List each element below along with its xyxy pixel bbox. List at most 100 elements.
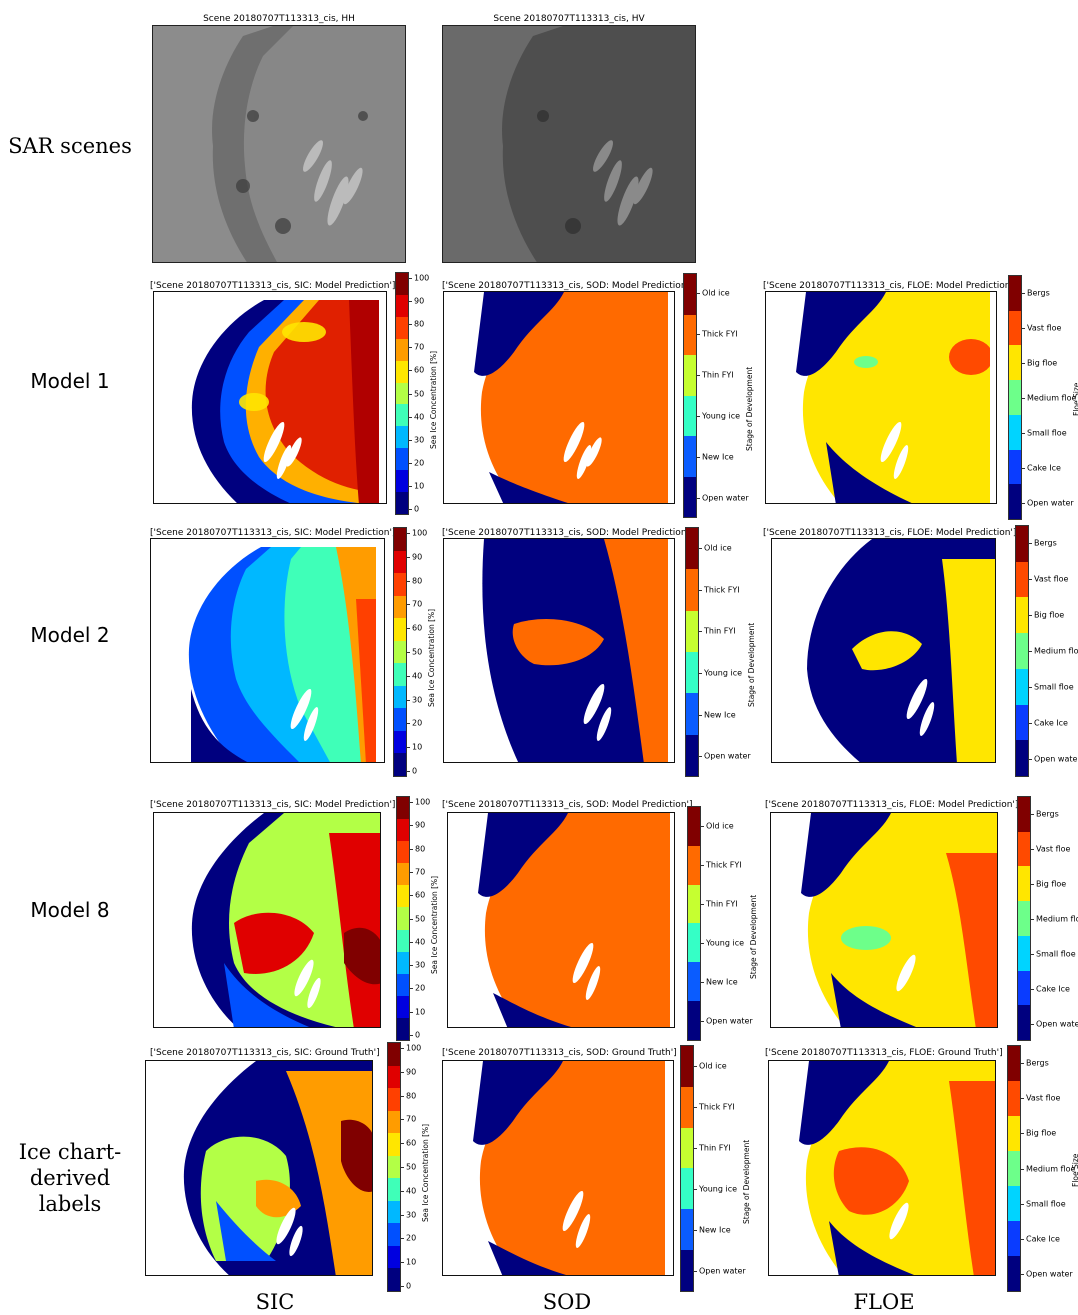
colorbar-segment [394,730,406,754]
colorbar-segment [1008,1081,1020,1116]
colorbar-tick-label: 90 [415,820,426,830]
colorbar-segment [1018,1005,1030,1041]
colorbar-tick-label: 80 [412,576,423,586]
model-8-sod-title: ['Scene 20180707T113313_cis, SOD: Model … [442,800,693,810]
colorbar-tick [699,715,702,716]
colorbar-tick-label: New Ice [706,977,738,987]
colorbar-segment [1008,1221,1020,1256]
colorbar-tick [699,548,702,549]
model-2-floe-map [771,538,996,763]
colorbar-segment [396,426,408,449]
colorbar-tick [1022,503,1025,504]
colorbar-tick [409,486,412,487]
colorbar-tick-label: Open water [706,1016,753,1026]
colorbar-tick [409,509,412,510]
colorbar-tick [1031,989,1034,990]
gt-floe-title: ['Scene 20180707T113313_cis, FLOE: Groun… [765,1048,1003,1058]
colorbar-segment [688,845,700,885]
colorbar-segment [1018,831,1030,867]
colorbar-segment [388,1245,400,1269]
colorbar-segment [396,448,408,471]
colorbar-tick [701,1021,704,1022]
colorbar-tick-label: Small floe [1026,1199,1066,1209]
colorbar-tick-label: 0 [406,1281,412,1291]
colorbar-tick-label: Big floe [1026,1128,1057,1138]
colorbar-tick [1031,849,1034,850]
colorbar-segment [688,807,700,846]
colorbar-tick-label: Bergs [1036,809,1059,818]
floe-colorbar [1015,525,1029,777]
colorbar-tick [1021,1133,1024,1134]
colorbar-tick [701,826,704,827]
colorbar-tick-label: 40 [412,671,423,681]
colorbar-segment [684,395,696,436]
colorbar-title: Floe Size [1071,1153,1078,1187]
colorbar-segment [1016,633,1028,669]
model-1-sic-title: ['Scene 20180707T113313_cis, SIC: Model … [150,281,396,291]
colorbar-segment [1018,797,1030,832]
column-label-sic: SIC [255,1290,295,1314]
colorbar-tick [1021,1239,1024,1240]
colorbar-segment [686,693,698,735]
colorbar-segment [397,929,409,952]
gt-floe-map [768,1060,996,1276]
colorbar-tick [694,1066,697,1067]
colorbar-tick-label: 40 [414,412,425,422]
colorbar-tick [401,1191,404,1192]
colorbar-tick [1029,759,1032,760]
colorbar-tick-label: Cake Ice [1036,984,1070,993]
colorbar-title: Sea Ice Concentration [%] [427,608,436,707]
colorbar-tick-label: 10 [414,481,425,491]
colorbar-tick-label: 20 [414,458,425,468]
colorbar-segment [1009,414,1021,450]
colorbar-tick [407,676,410,677]
colorbar-tick [410,1035,413,1036]
colorbar-tick [1021,1063,1024,1064]
sic-colorbar [395,272,409,515]
colorbar-tick-label: Open water [1026,1269,1073,1279]
colorbar-tick-label: 20 [406,1233,417,1243]
colorbar-segment [1018,970,1030,1006]
colorbar-tick [409,440,412,441]
colorbar-tick [1021,1098,1024,1099]
colorbar-tick [1029,579,1032,580]
colorbar-tick [701,904,704,905]
colorbar-title: Stage of Development [742,1139,751,1224]
colorbar-tick [401,1096,404,1097]
colorbar-tick-label: New Ice [704,710,736,719]
colorbar-tick [1021,1204,1024,1205]
colorbar-segment [686,610,698,652]
colorbar-segment [397,1017,409,1041]
colorbar-tick [1031,884,1034,885]
colorbar-tick [401,1119,404,1120]
colorbar-tick-label: 10 [412,742,423,752]
colorbar-tick-label: Vast floe [1027,323,1062,332]
colorbar-segment [394,708,406,731]
colorbar-segment [397,951,409,974]
colorbar-segment [686,528,698,570]
model-1-sic-map [153,291,387,504]
colorbar-tick [701,865,704,866]
colorbar-tick [401,1072,404,1073]
floe-colorbar [1017,796,1031,1041]
colorbar-segment [394,753,406,777]
colorbar-tick [1029,615,1032,616]
colorbar-tick-label: Medium floe [1034,646,1078,656]
colorbar-tick-label: Small floe [1027,428,1067,437]
colorbar-tick [697,416,700,417]
sod-colorbar [685,527,699,777]
colorbar-tick-label: New Ice [699,1225,731,1235]
sic-colorbar [387,1042,401,1292]
colorbar-tick-label: 60 [412,623,423,633]
colorbar-tick [694,1230,697,1231]
colorbar-tick-label: 70 [406,1114,417,1124]
model-8-floe-map [770,812,998,1028]
row-label-ice-chart-3: labels [38,1192,102,1216]
colorbar-tick-label: 20 [412,718,423,728]
colorbar-segment [396,470,408,493]
colorbar-tick [401,1143,404,1144]
colorbar-tick-label: Medium floe [1026,1164,1076,1173]
model-2-sod-title: ['Scene 20180707T113313_cis, SOD: Model … [442,528,693,538]
colorbar-segment [396,294,408,317]
colorbar-segment [388,1088,400,1111]
